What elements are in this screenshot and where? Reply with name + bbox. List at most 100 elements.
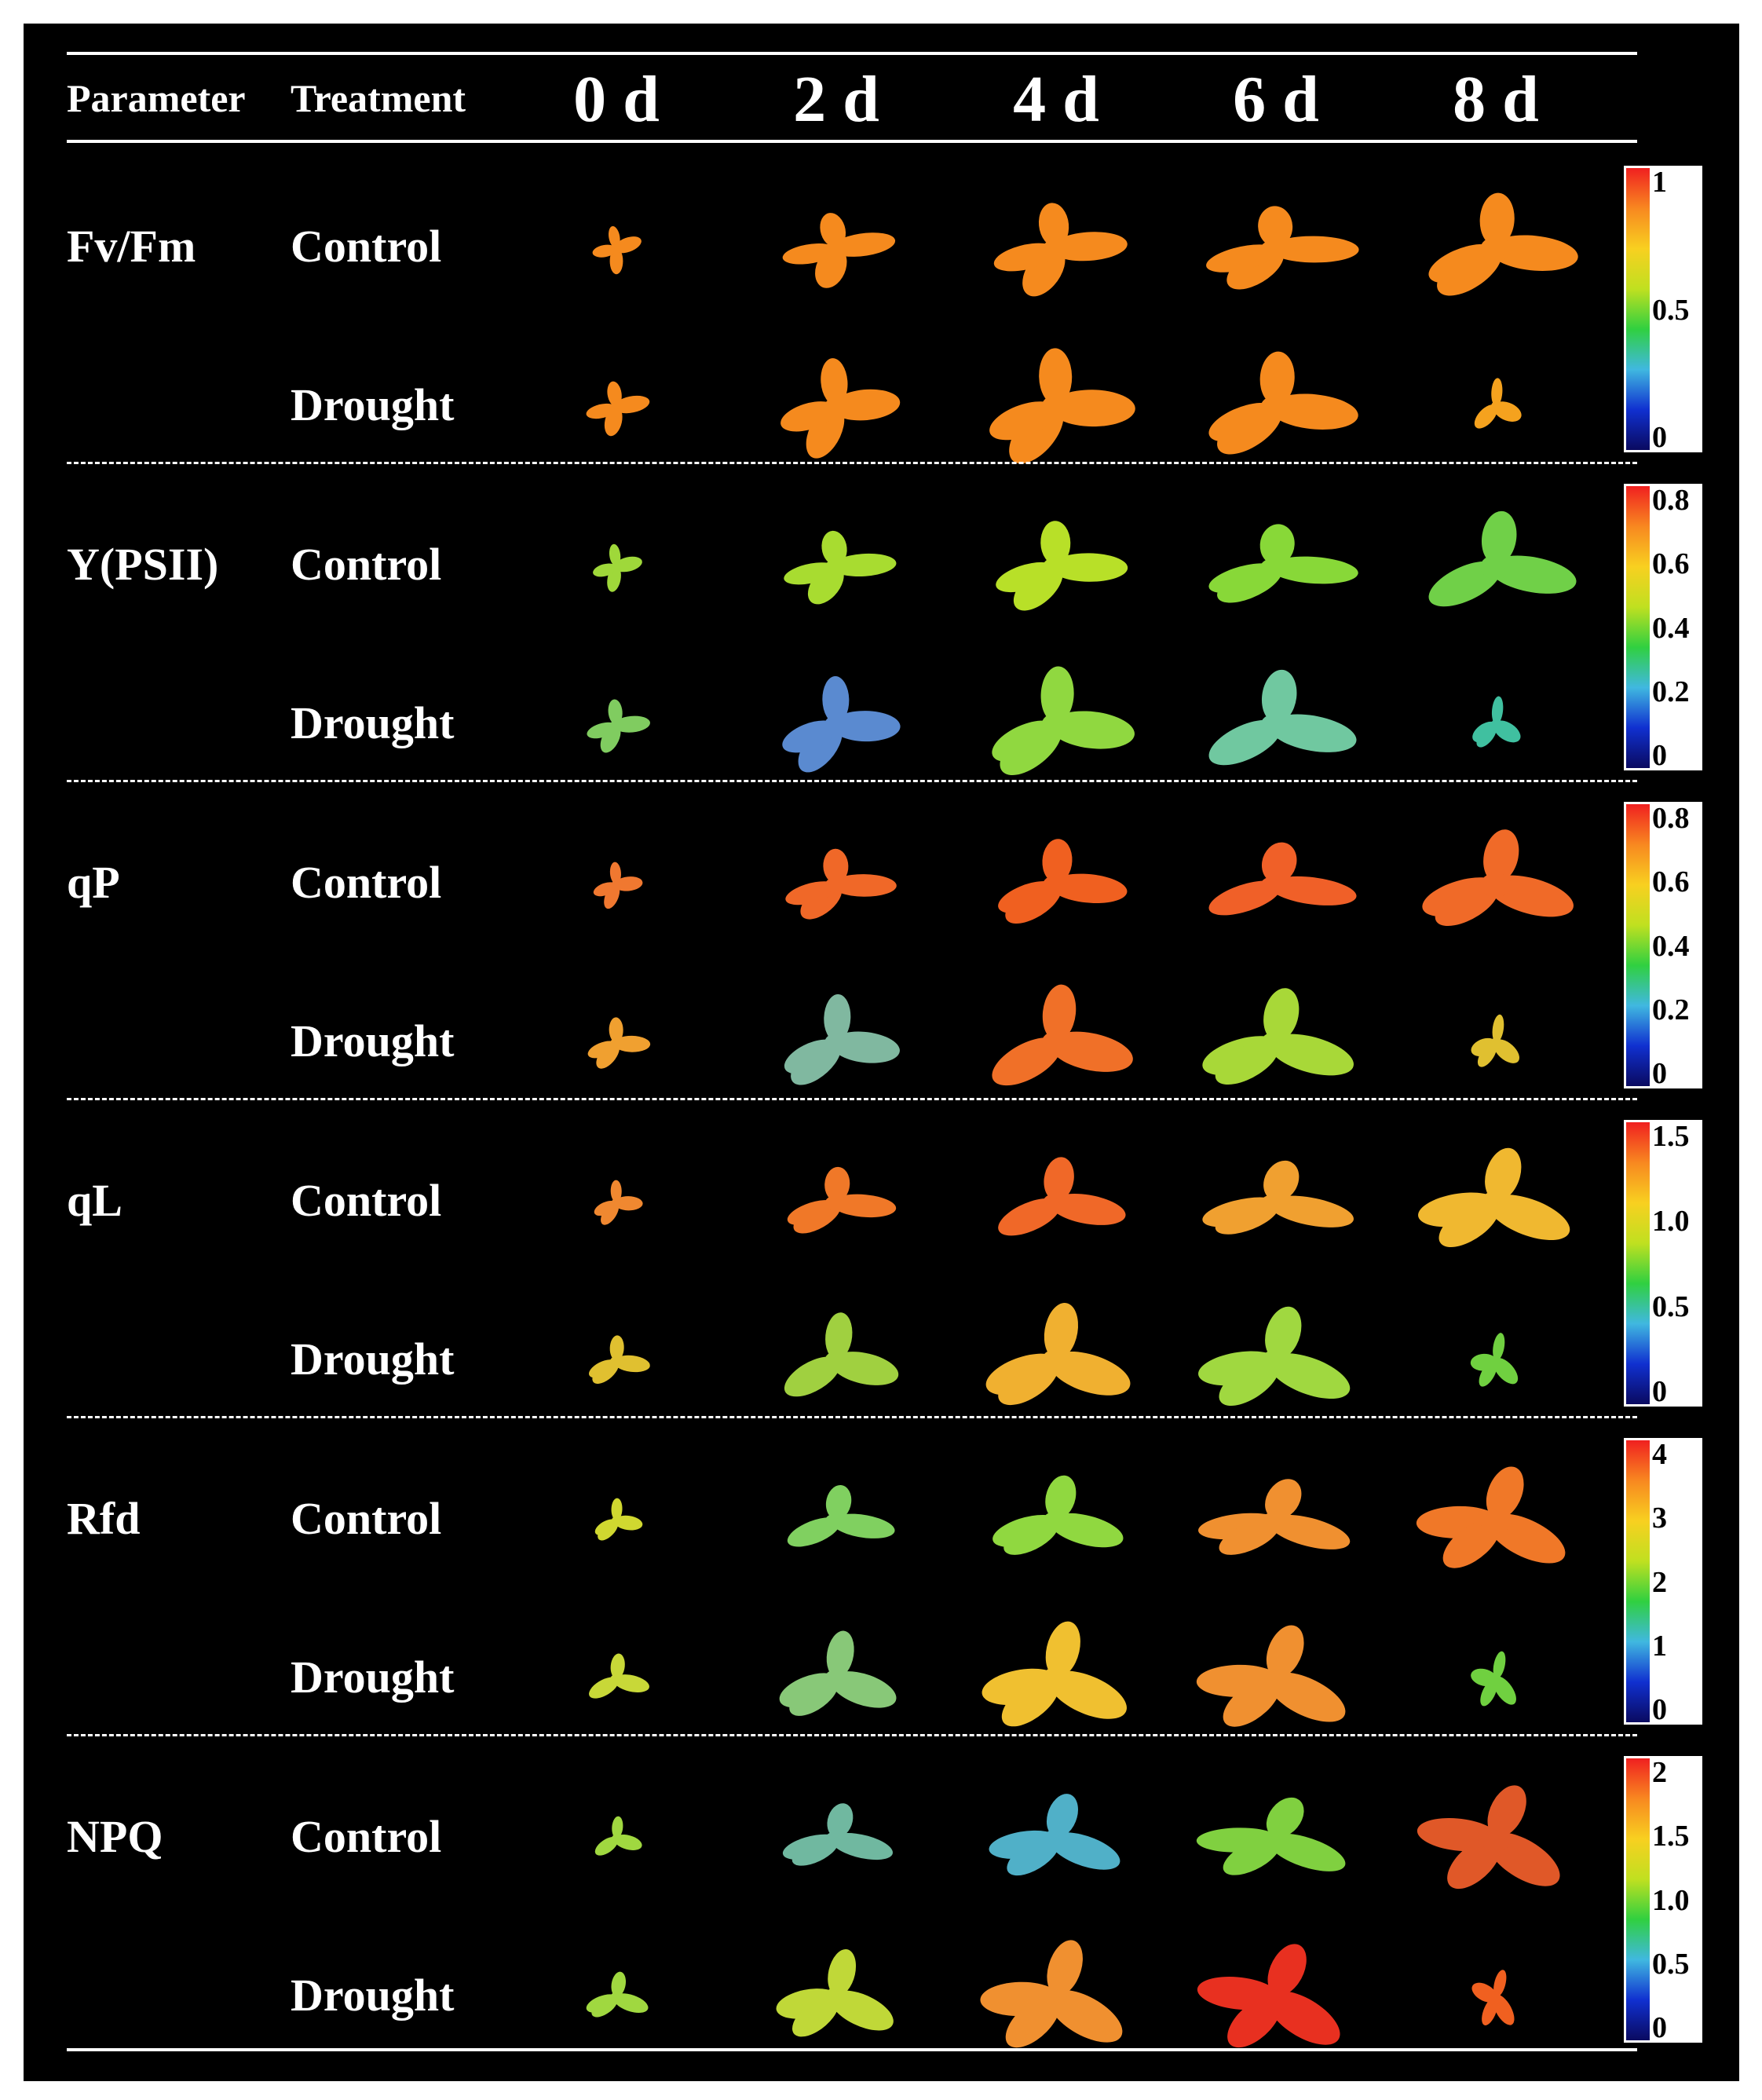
colorbar-tick-label: 1.0 <box>1652 1883 1690 1917</box>
parameter-label: NPQ <box>67 1811 163 1862</box>
day-header-0: 0 d <box>573 63 660 136</box>
colorbar-gradient <box>1624 1120 1702 1407</box>
plant-image <box>1409 500 1582 638</box>
plant-image <box>982 1466 1131 1580</box>
plant-image <box>1468 1963 1523 2037</box>
colorbar: 4 3 2 1 0 <box>1624 1438 1702 1725</box>
plant-image <box>1190 1470 1362 1576</box>
plant-image <box>773 842 899 932</box>
colorbar-gradient <box>1624 484 1702 770</box>
parameter-label: Y(PSII) <box>67 539 219 590</box>
colorbar-gradient <box>1624 1438 1702 1725</box>
treatment-label: Drought <box>291 697 455 748</box>
parameter-label: qP <box>67 857 120 908</box>
colorbar-tick-label: 0.4 <box>1652 611 1690 645</box>
plant-image <box>1190 516 1362 622</box>
plant-image <box>770 1621 903 1743</box>
colorbar-tick-label: 0.5 <box>1652 293 1690 327</box>
plant-image <box>770 349 903 470</box>
plant-image <box>1190 659 1362 796</box>
colorbar-tick-label: 0.5 <box>1652 1947 1690 1981</box>
treatment-label: Drought <box>291 1015 455 1066</box>
colorbar-gradient <box>1624 1756 1702 2043</box>
colorbar-tick-label: 0 <box>1652 739 1667 772</box>
plant-image <box>581 1648 652 1715</box>
plant-image <box>982 1148 1131 1262</box>
treatment-label: Drought <box>291 379 455 430</box>
colorbar-tick-label: 0 <box>1652 421 1667 454</box>
plant-image <box>1468 1326 1523 1401</box>
plant-image <box>982 1784 1131 1898</box>
treatment-label: Drought <box>291 1652 455 1703</box>
colorbar-tick-label: 1 <box>1652 166 1667 199</box>
plant-image <box>1409 182 1582 320</box>
plant-image <box>1190 198 1362 304</box>
plant-image <box>770 1303 903 1425</box>
day-header-2: 2 d <box>793 63 879 136</box>
treatment-label: Control <box>291 857 442 908</box>
colorbar-tick-label: 0 <box>1652 1375 1667 1408</box>
colorbar-tick-label: 1 <box>1652 1629 1667 1663</box>
parameter-label: Fv/Fm <box>67 221 196 272</box>
colorbar-tick-label: 4 <box>1652 1438 1667 1471</box>
plant-image <box>589 540 644 598</box>
colorbar-tick-label: 2 <box>1652 1756 1667 1789</box>
panel-divider <box>67 1416 1637 1418</box>
panel-divider <box>67 1098 1637 1100</box>
colorbar: 2 1.5 1.0 0.5 0 <box>1624 1756 1702 2043</box>
treatment-label: Control <box>291 1493 442 1544</box>
treatment-header: Treatment <box>291 76 466 120</box>
header-bottom-rule <box>67 140 1637 143</box>
colorbar: 0.8 0.6 0.4 0.2 0 <box>1624 802 1702 1088</box>
plant-image <box>581 694 652 761</box>
panel-divider <box>67 462 1637 464</box>
plant-image <box>974 973 1139 1118</box>
plant-image <box>589 1812 644 1871</box>
colorbar-gradient <box>1624 166 1702 452</box>
plant-image <box>974 1927 1139 2073</box>
colorbar-tick-label: 3 <box>1652 1502 1667 1535</box>
plant-image <box>773 1796 899 1886</box>
colorbar-tick-label: 0 <box>1652 1057 1667 1090</box>
plant-image <box>1468 1645 1523 1719</box>
figure-panel: Parameter Treatment 0 d 2 d 4 d 6 d 8 d … <box>24 24 1739 2081</box>
plant-image <box>770 985 903 1107</box>
colorbar-gradient <box>1624 802 1702 1088</box>
colorbar: 0.8 0.6 0.4 0.2 0 <box>1624 484 1702 770</box>
plant-image <box>982 512 1131 626</box>
plant-image <box>1190 834 1362 940</box>
plant-image <box>1190 1931 1362 2069</box>
plant-image <box>1468 1008 1523 1083</box>
panel-divider <box>67 1734 1637 1736</box>
plant-image <box>589 858 644 916</box>
plant-image <box>1190 1788 1362 1894</box>
plant-image <box>589 221 644 280</box>
colorbar-tick-label: 2 <box>1652 1565 1667 1599</box>
plant-image <box>581 1330 652 1397</box>
parameter-label: qL <box>67 1175 122 1226</box>
plant-image <box>1409 1773 1582 1910</box>
plant-image <box>982 194 1131 308</box>
colorbar: 1.5 1.0 0.5 0 <box>1624 1120 1702 1407</box>
plant-image <box>589 1176 644 1235</box>
plant-image <box>974 1291 1139 1436</box>
treatment-label: Drought <box>291 1334 455 1385</box>
parameter-label: Rfd <box>67 1493 141 1544</box>
plant-image <box>982 830 1131 944</box>
plant-image <box>1468 372 1523 447</box>
day-header-6: 6 d <box>1233 63 1319 136</box>
colorbar-tick-label: 0 <box>1652 2011 1667 2044</box>
day-header-8: 8 d <box>1453 63 1539 136</box>
figure-bottom-rule <box>67 2048 1637 2051</box>
plant-image <box>1190 341 1362 478</box>
colorbar-tick-label: 0.2 <box>1652 993 1690 1026</box>
colorbar-tick-label: 1.5 <box>1652 1820 1690 1853</box>
plant-image <box>773 524 899 614</box>
treatment-label: Control <box>291 1175 442 1226</box>
colorbar-tick-label: 0.8 <box>1652 802 1690 835</box>
plant-image <box>1409 1136 1582 1274</box>
colorbar-tick-label: 0.5 <box>1652 1290 1690 1323</box>
header-top-rule <box>67 52 1637 55</box>
treatment-label: Control <box>291 539 442 590</box>
treatment-label: Control <box>291 221 442 272</box>
